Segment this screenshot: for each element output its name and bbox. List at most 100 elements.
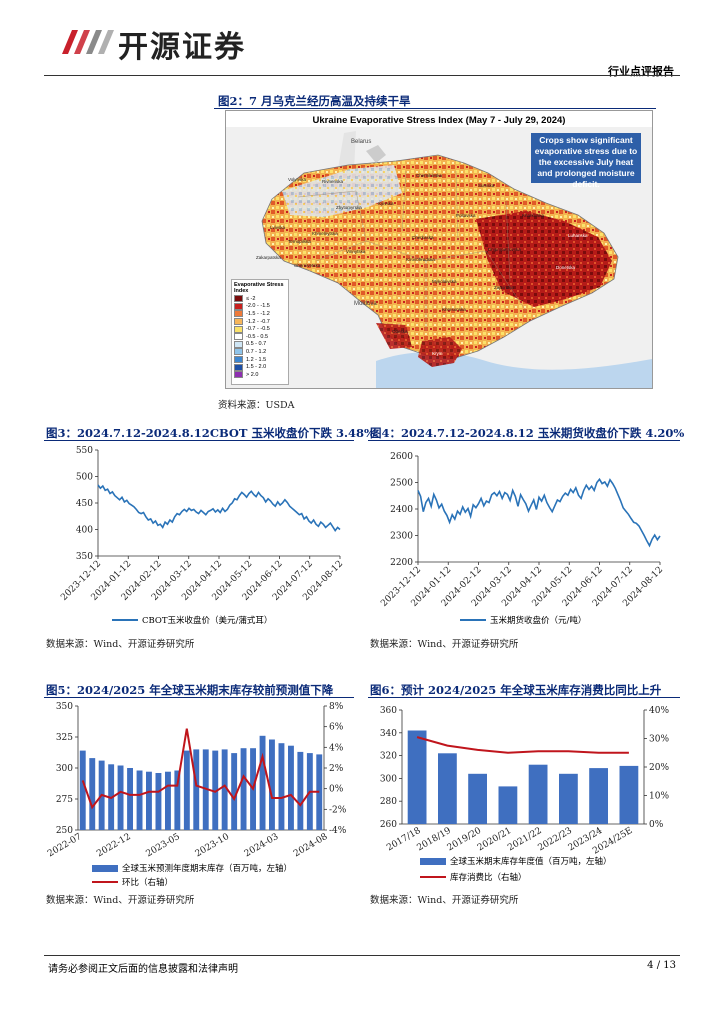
y2-tick-label: 30%	[649, 735, 669, 745]
south-hot-zone	[376, 323, 412, 349]
map-legend-item: -2.0 - -1.5	[232, 302, 288, 311]
label-zhytomyr: Zhytomyrska	[336, 205, 362, 210]
label-dnipro: Dnipropetrovska	[488, 247, 521, 252]
map-legend-label: -0.5 - 0.5	[246, 333, 269, 340]
label-zaporizh: Zaporizka	[494, 285, 514, 290]
fig5-title: 图5：2024/2025 年全球玉米期末库存较前预测值下降	[46, 683, 334, 697]
y2-tick-label: -4%	[329, 826, 347, 836]
y-tick-label: 320	[380, 752, 397, 762]
label-vinnytsia: Vinnytska	[346, 249, 366, 254]
map-legend-label: ≤ -2	[246, 295, 256, 302]
map-legend-item: 1.5 - 2.0	[232, 363, 288, 371]
fig5-legend-line-swatch	[92, 881, 118, 883]
label-lviv: Lvivska	[270, 225, 286, 230]
label-kyiv: Kyivska	[378, 201, 394, 206]
map-legend-label: -2.0 - -1.5	[246, 303, 270, 310]
map-legend-label: > 2.0	[246, 371, 259, 378]
stock-bar	[212, 750, 219, 830]
fig6-legend-bar-swatch	[420, 857, 446, 865]
fig5-legend-line-label: 环比（右轴）	[122, 878, 174, 888]
map-legend-label: 1.2 - 1.5	[246, 356, 267, 363]
ratio-line	[416, 736, 629, 754]
stock-bar	[528, 764, 548, 824]
fig3-source: 数据来源：Wind、开源证券研究所	[46, 639, 195, 650]
fig6-source: 数据来源：Wind、开源证券研究所	[370, 895, 519, 906]
stock-bar	[589, 768, 608, 824]
label-luhansk: Luhanska	[568, 233, 588, 238]
stock-bar	[559, 773, 578, 824]
y2-tick-label: 20%	[649, 763, 669, 773]
map-legend: Evaporative Stress Index ≤ -2 -2.0 - -1.5…	[231, 279, 289, 385]
fig4-chart: 220023002400250026002023-12-122024-01-12…	[379, 452, 665, 609]
footer-divider	[44, 955, 680, 956]
stock-bar	[297, 751, 304, 830]
map-legend-title: Evaporative Stress Index	[234, 282, 284, 294]
map-legend-swatch	[234, 333, 243, 341]
y2-tick-label: 0%	[329, 785, 344, 795]
map-legend-item: -0.7 - -0.5	[232, 325, 288, 333]
stock-bar	[498, 786, 518, 824]
label-volyn: Volynska	[288, 177, 307, 182]
label-chernihiv: Chernihivska	[416, 173, 443, 178]
ratio-line	[81, 728, 320, 810]
map-legend-item: -1.2 - -0.7	[232, 318, 288, 326]
y-tick-label: 2400	[390, 505, 413, 515]
oblast-borders	[297, 170, 527, 331]
x-tick-label: 2023-10	[194, 832, 232, 859]
fig6-legend-line: 库存消费比（右轴）	[420, 871, 527, 883]
y-tick-label: 300	[380, 774, 397, 784]
map-legend-swatch	[234, 340, 243, 348]
brand-logo-mark	[62, 30, 114, 54]
stock-bar	[259, 735, 266, 830]
fig5-legend-bar-swatch	[92, 864, 118, 872]
fig4-legend-label: 玉米期货收盘价（元/吨）	[490, 616, 587, 626]
map-legend-label: -1.5 - -1.2	[246, 310, 270, 317]
y-tick-label: 340	[380, 729, 397, 739]
stock-bar	[146, 771, 152, 830]
stock-bar	[174, 770, 181, 830]
stock-bar	[117, 765, 124, 830]
stock-bar	[407, 730, 427, 824]
y-tick-label: 360	[380, 706, 397, 716]
crimea	[418, 337, 462, 367]
y-tick-label: 325	[56, 733, 73, 743]
fig6-legend-bar: 全球玉米期末库存年度值（百万吨，左轴）	[420, 855, 612, 867]
label-zakarpat: Zakarpatska	[256, 255, 281, 260]
map-legend-item: -1.5 - -1.2	[232, 310, 288, 318]
fig5-legend-line: 环比（右轴）	[92, 876, 173, 888]
fig2-source: 资料来源：USDA	[218, 400, 295, 411]
fig6-legend-bar-label: 全球玉米期末库存年度值（百万吨，左轴）	[450, 857, 612, 867]
label-kherson: Khersonska	[442, 307, 466, 312]
map-legend-item: 0.7 - 1.2	[232, 348, 288, 356]
price-series-line	[417, 477, 661, 548]
y-tick-label: 350	[76, 552, 93, 562]
y-tick-label: 550	[76, 446, 93, 456]
document-type: 行业点评报告	[608, 65, 674, 78]
fig6-title-rule	[368, 697, 680, 698]
footer-disclaimer: 请务必参阅正文后面的信息披露和法律声明	[48, 964, 238, 975]
y2-tick-label: 8%	[329, 702, 344, 712]
northwest-cool-zone	[282, 165, 402, 217]
x-tick-label: 2023-05	[145, 832, 183, 859]
label-kirovohrad: Kirovohradska	[406, 257, 435, 262]
fig5-source: 数据来源：Wind、开源证券研究所	[46, 895, 195, 906]
y-tick-label: 450	[76, 499, 93, 509]
fig3-legend-swatch	[112, 619, 138, 621]
fig6-chart: 2602803003203403600%10%20%30%40%2017/182…	[380, 706, 670, 857]
fig2-title: 图2：7 月乌克兰经历高温及持续干旱	[218, 94, 411, 108]
map-legend-item: > 2.0	[232, 371, 288, 379]
x-tick-label: 2024-03	[243, 832, 281, 859]
label-cherkasy: Cherkaska	[412, 235, 434, 240]
stock-bar	[240, 748, 247, 830]
map-title: Ukraine Evaporative Stress Index (May 7 …	[312, 115, 566, 126]
map-legend-swatch	[234, 318, 243, 326]
fig5-legend-bar: 全球玉米预测年度期末库存（百万吨，左轴）	[92, 862, 292, 874]
map-legend-swatch	[234, 302, 243, 310]
label-khmelnytsk: Khmelnytska	[312, 231, 338, 236]
stock-bar	[183, 750, 190, 830]
y2-tick-label: 4%	[329, 743, 344, 753]
y-tick-label: 2300	[390, 532, 413, 542]
y-tick-label: 275	[56, 795, 73, 805]
y-tick-label: 280	[380, 797, 397, 807]
